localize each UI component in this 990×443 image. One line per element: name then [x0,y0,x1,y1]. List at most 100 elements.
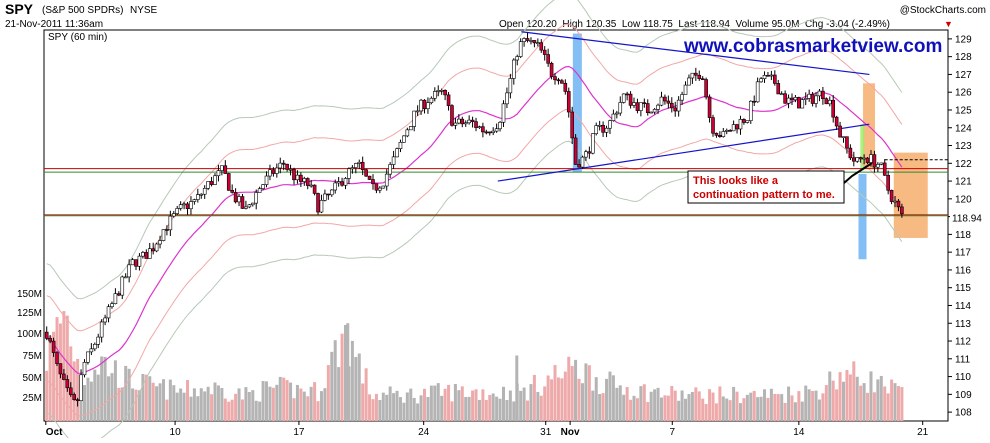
volume-bar [824,385,828,421]
candle-body [329,189,334,196]
copyright-label: @StockCharts.com [900,5,986,16]
candle-body [707,96,712,118]
volume-bar [701,398,705,421]
candle-body [515,56,520,61]
candle-body [340,181,344,186]
volume-bar [388,386,392,421]
candle-body [295,174,300,181]
candle-body [577,164,581,168]
candle-body [144,252,149,259]
volume-bar [601,393,605,421]
price-tick-label: 126 [955,88,972,99]
volume-bar [220,387,224,421]
volume-bar [773,393,777,421]
exchange-label: NYSE [130,5,158,16]
date-tick-label: 24 [418,427,430,438]
volume-bar [859,385,863,421]
candle-body [44,331,49,339]
candle-body [268,169,272,177]
volume-bar [450,401,454,421]
panel-label: SPY (60 min) [48,32,107,43]
volume-bar [258,401,262,421]
candle-body [371,179,375,185]
volume-bar [457,390,461,421]
candle-body [841,136,846,138]
candle-body [597,124,602,127]
candle-body [700,78,705,80]
candle-body [408,126,413,131]
candle-body [79,374,83,402]
volume-bar [869,371,873,421]
volume-bar [103,356,107,421]
volume-bar [831,380,835,421]
candle-body [529,40,533,42]
volume-bar [124,365,128,421]
volume-bar [117,387,121,421]
candle-body [556,79,561,82]
volume-bar [570,365,574,421]
candle-body [333,182,338,191]
candle-body [608,120,612,129]
volume-bar [247,392,251,421]
volume-spike [574,359,578,421]
candle-body [433,91,437,99]
candle-body [443,90,447,96]
volume-bar [45,370,49,421]
price-tick-label: 129 [955,34,972,45]
candle-body [271,169,276,174]
volume-bar [340,333,344,421]
volume-bar [55,317,59,421]
volume-bar [618,385,622,421]
candle-body [604,127,609,133]
volume-bar [464,396,468,421]
candle-body [536,42,540,44]
candle-body [735,124,739,130]
volume-bar [488,394,492,421]
candle-body [309,184,313,187]
volume-bar [817,399,821,421]
volume-bar [694,387,698,421]
candle-body [652,109,657,113]
candle-body [800,99,805,109]
candle-body [786,97,791,104]
volume-bar [354,356,358,421]
volume-bar [467,396,471,421]
volume-bar [632,395,636,421]
volume-bar [471,390,475,421]
candle-body [415,110,420,113]
volume-bar [148,376,152,421]
volume-bar [763,389,767,421]
volume-bar [893,383,897,421]
price-tick-label: 117 [955,248,971,259]
candle-body [669,102,674,109]
candle-body [202,187,207,195]
volume-bar [563,371,567,421]
volume-bar [412,397,416,421]
candle-body [467,119,471,124]
candle-body [436,90,441,92]
volume-bar [110,373,114,421]
volume-bar [419,395,423,421]
annotation-line-2: continuation pattern to me. [693,189,835,201]
volume-bar [783,402,787,421]
volume-bar [690,391,694,421]
volume-bar [100,356,104,421]
candle-body [512,59,516,79]
volume-bar [587,365,591,421]
volume-bar [326,365,330,421]
candle-body [75,399,80,402]
price-tick-label: 108 [955,408,972,419]
date-tick-label: 10 [170,427,182,438]
candle-body [642,102,647,104]
candle-body [134,259,138,267]
volume-bar [426,396,430,421]
candle-body [587,151,592,154]
candle-body [326,193,331,196]
security-name: (S&P 500 SPDRs) [42,5,124,16]
candle-body [687,77,691,86]
candle-body [494,128,499,132]
candle-body [92,343,97,350]
candle-body [649,111,653,114]
volume-bar [265,381,269,421]
